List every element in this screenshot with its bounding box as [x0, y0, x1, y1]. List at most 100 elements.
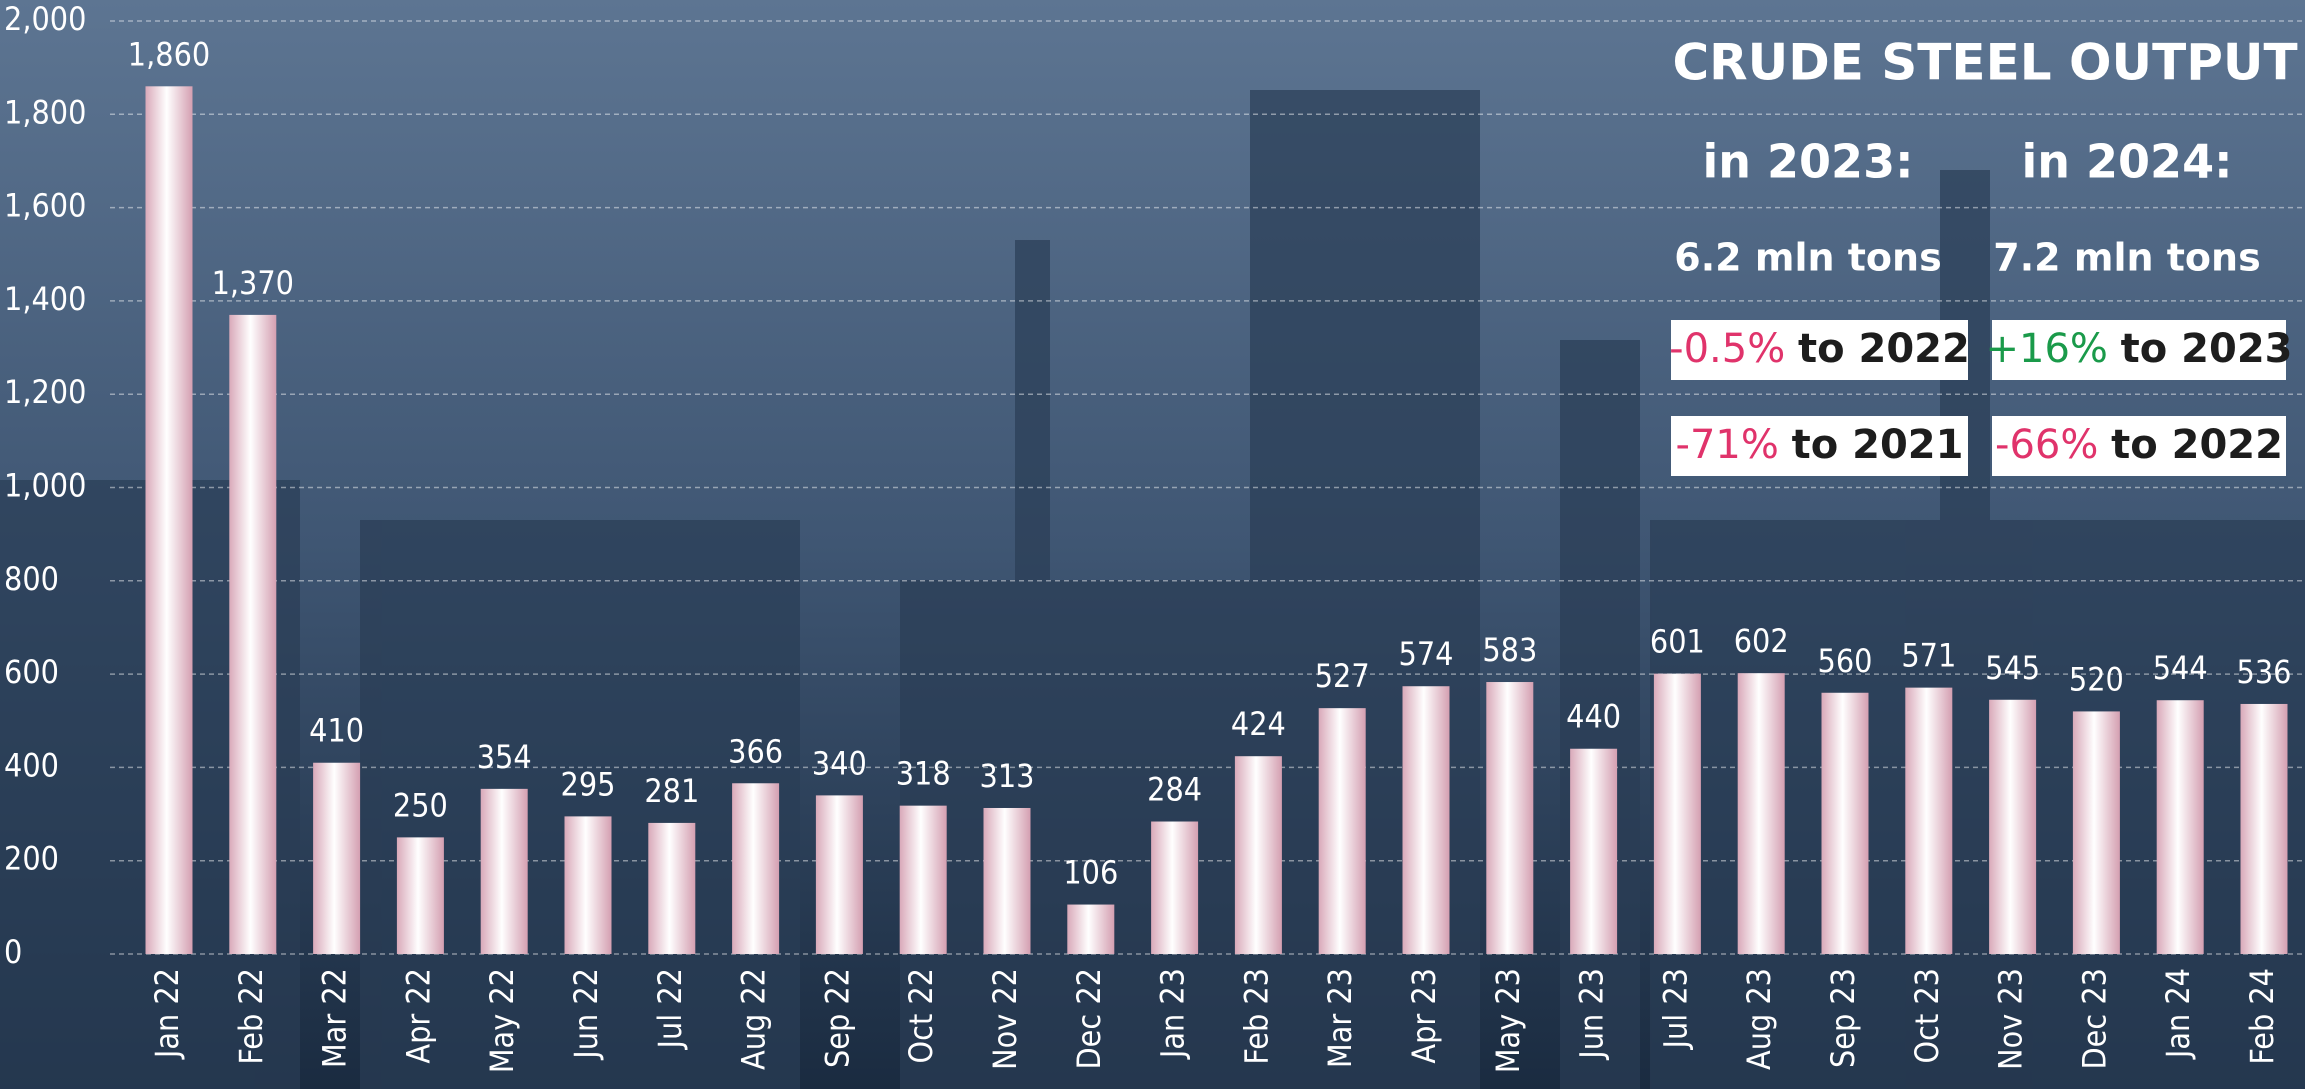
y-tick-label: 600: [4, 653, 59, 691]
data-label: 536: [2237, 653, 2292, 691]
comparison-text: -71% to 2021: [1676, 422, 1964, 468]
bar: [1318, 708, 1366, 954]
bar: [1151, 821, 1199, 954]
x-tick-label: Nov 23: [1992, 968, 2030, 1070]
y-tick-label: 0: [4, 933, 22, 971]
data-label: 560: [1818, 642, 1873, 680]
comparison-label: to 2023: [2121, 326, 2293, 372]
data-label: 1,860: [128, 35, 210, 73]
x-tick-label: Jul 22: [651, 968, 689, 1051]
data-label: 571: [1901, 637, 1956, 675]
x-tick-label: Jun 22: [567, 968, 605, 1061]
x-tick-label: Sep 23: [1824, 968, 1862, 1068]
x-tick-label: Jun 23: [1573, 968, 1611, 1061]
data-label: 440: [1566, 698, 1621, 736]
data-label: 583: [1482, 631, 1537, 669]
comparison-text: -66% to 2022: [1995, 422, 2283, 468]
comparison-box: [1992, 416, 2286, 476]
bar: [732, 783, 780, 954]
bar: [1989, 699, 2037, 954]
data-label: 527: [1315, 657, 1370, 695]
data-label: 295: [561, 765, 616, 803]
bar: [983, 807, 1031, 954]
x-tick-label: Apr 23: [1405, 968, 1443, 1064]
bar: [2072, 711, 2120, 954]
change-value: -66%: [1995, 422, 2098, 468]
comparison-label: to 2022: [1798, 326, 1970, 372]
x-tick-label: Feb 24: [2243, 968, 2281, 1065]
data-label: 354: [477, 738, 532, 776]
bar: [564, 816, 612, 954]
x-tick-label: Oct 22: [902, 968, 940, 1064]
y-tick-label: 2,000: [4, 0, 86, 38]
x-tick-label: Mar 22: [316, 968, 354, 1068]
change-value: +16%: [1986, 326, 2108, 372]
comparison-label: to 2022: [2111, 422, 2283, 468]
total-label: 7.2 mln tons: [1993, 236, 2260, 280]
comparison-label: to 2021: [1792, 422, 1964, 468]
data-label: 544: [2153, 649, 2208, 687]
year-label: in 2023:: [1703, 135, 1914, 189]
x-tick-label: Aug 22: [735, 968, 773, 1070]
x-tick-label: Feb 23: [1237, 968, 1275, 1065]
x-tick-label: Mar 23: [1321, 968, 1359, 1068]
data-label: 601: [1650, 623, 1705, 661]
x-tick-label: May 23: [1489, 968, 1527, 1073]
title: CRUDE STEEL OUTPUT: [1672, 34, 2297, 92]
data-label: 281: [644, 772, 699, 810]
data-label: 250: [393, 786, 448, 824]
change-value: -71%: [1676, 422, 1779, 468]
bar: [1570, 748, 1618, 954]
x-tick-label: Apr 22: [399, 968, 437, 1064]
change-value: -0.5%: [1669, 326, 1785, 372]
bar: [2156, 700, 2204, 954]
data-label: 410: [309, 712, 364, 750]
x-tick-label: Nov 22: [986, 968, 1024, 1070]
data-label: 366: [728, 732, 783, 770]
bar: [145, 86, 193, 954]
bar: [1821, 692, 1869, 954]
x-tick-label: Jul 23: [1656, 968, 1694, 1051]
x-tick-label: Aug 23: [1740, 968, 1778, 1070]
x-tick-label: Jan 22: [148, 968, 186, 1060]
comparison-text: +16% to 2023: [1986, 326, 2293, 372]
x-tick-label: Jan 24: [2159, 968, 2197, 1060]
bar: [1402, 686, 1450, 954]
data-label: 424: [1231, 705, 1286, 743]
total-label: 6.2 mln tons: [1674, 236, 1941, 280]
y-tick-label: 200: [4, 840, 59, 878]
y-tick-label: 1,800: [4, 93, 86, 131]
data-label: 574: [1399, 635, 1454, 673]
bar: [1905, 687, 1953, 954]
year-label: in 2024:: [2022, 135, 2233, 189]
bar: [480, 788, 528, 954]
data-label: 1,370: [212, 264, 294, 302]
data-label: 313: [980, 757, 1035, 795]
x-tick-label: May 22: [483, 968, 521, 1073]
bar: [815, 795, 863, 954]
y-tick-label: 800: [4, 560, 59, 598]
bar: [648, 822, 696, 954]
bar: [1067, 904, 1115, 954]
y-tick-label: 1,400: [4, 280, 86, 318]
data-label: 545: [1985, 649, 2040, 687]
bar: [1653, 673, 1701, 954]
x-tick-label: Dec 22: [1070, 968, 1108, 1069]
bar: [2240, 703, 2288, 954]
bar: [1486, 682, 1534, 954]
x-tick-label: Oct 23: [1908, 968, 1946, 1064]
comparison-box: [1671, 320, 1968, 380]
x-tick-label: Jan 23: [1154, 968, 1192, 1060]
x-tick-label: Feb 22: [232, 968, 270, 1065]
y-tick-label: 1,200: [4, 373, 86, 411]
comparison-text: -0.5% to 2022: [1669, 326, 1970, 372]
data-label: 106: [1063, 854, 1118, 892]
data-label: 340: [812, 744, 867, 782]
comparison-box: [1992, 320, 2286, 380]
data-label: 602: [1734, 622, 1789, 660]
bar: [313, 762, 361, 954]
bar: [1737, 673, 1785, 954]
comparison-box: [1671, 416, 1968, 476]
y-tick-label: 1,000: [4, 467, 86, 505]
